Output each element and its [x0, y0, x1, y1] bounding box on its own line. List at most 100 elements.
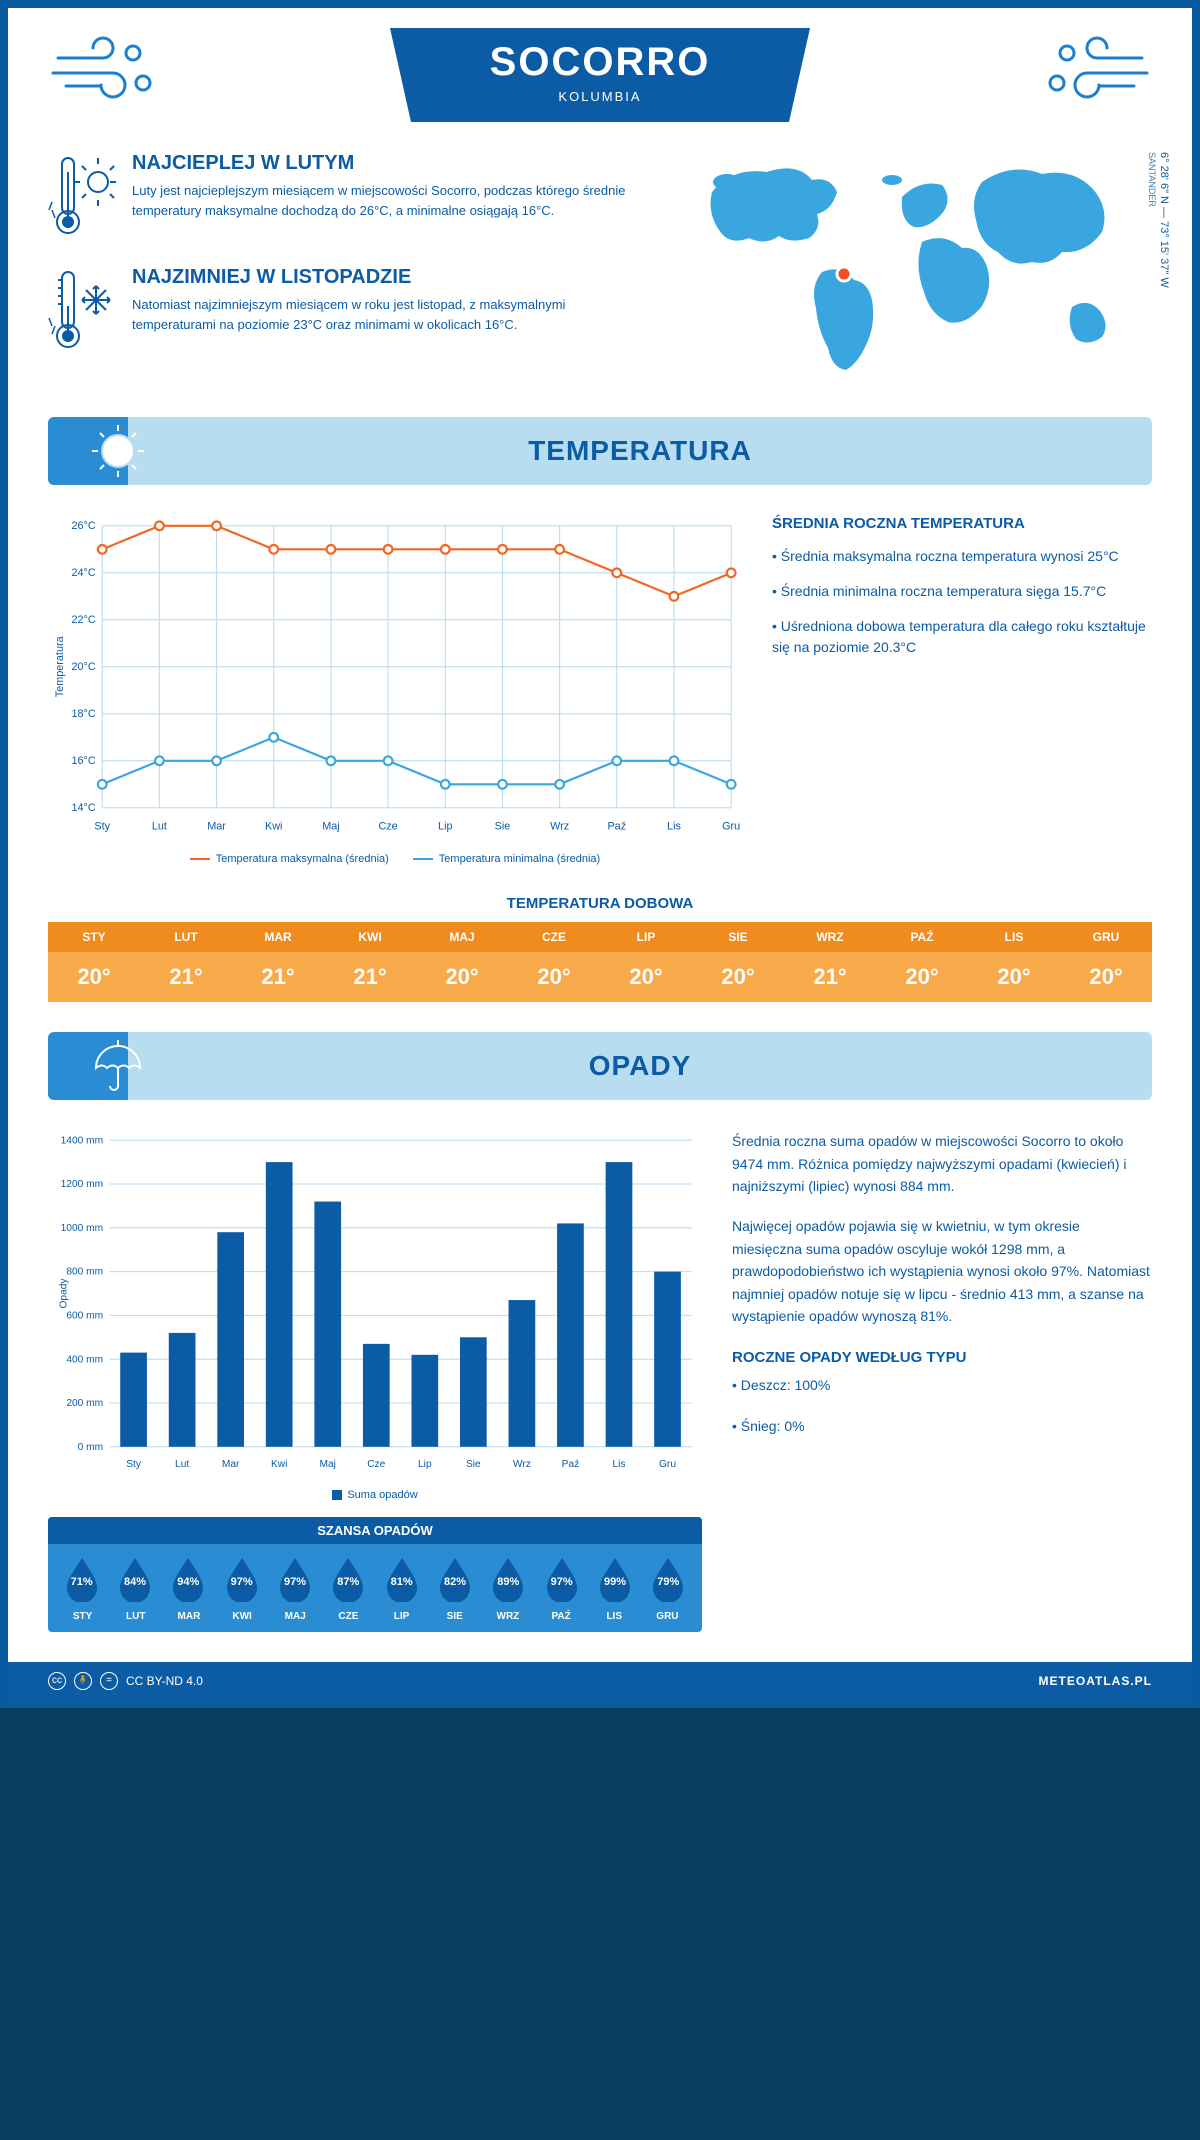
- svg-text:Kwi: Kwi: [265, 820, 282, 832]
- daily-month-header: KWI: [324, 922, 416, 952]
- chance-drop: 94%: [163, 1554, 214, 1607]
- footer: cc 🧍 = CC BY-ND 4.0 METEOATLAS.PL: [8, 1662, 1192, 1700]
- chance-drop: 79%: [643, 1554, 694, 1607]
- chance-drop: 89%: [483, 1554, 534, 1607]
- daily-month-header: MAJ: [416, 922, 508, 952]
- svg-text:Sty: Sty: [94, 820, 110, 832]
- chance-month-label: LUT: [109, 1611, 162, 1622]
- daily-month-header: SIE: [692, 922, 784, 952]
- daily-month-header: LIS: [968, 922, 1060, 952]
- svg-text:18°C: 18°C: [72, 708, 96, 720]
- infographic-page: SOCORRO KOLUMBIA: [0, 0, 1200, 1708]
- wind-icon-left: [48, 28, 168, 108]
- world-map-svg: [672, 152, 1152, 382]
- svg-text:Maj: Maj: [320, 1460, 336, 1471]
- svg-text:Paź: Paź: [562, 1460, 580, 1471]
- svg-text:Maj: Maj: [322, 820, 339, 832]
- svg-text:14°C: 14°C: [72, 802, 96, 814]
- svg-text:Sie: Sie: [466, 1460, 481, 1471]
- daily-month-header: GRU: [1060, 922, 1152, 952]
- daily-temp-value: 21°: [784, 952, 876, 1002]
- warmest-title: NAJCIEPLEJ W LUTYM: [132, 152, 642, 175]
- chance-month-label: SIE: [428, 1611, 481, 1622]
- daily-month-header: CZE: [508, 922, 600, 952]
- chance-percent: 87%: [323, 1576, 374, 1588]
- svg-text:Cze: Cze: [378, 820, 397, 832]
- precipitation-notes: Średnia roczna suma opadów w miejscowośc…: [732, 1130, 1152, 1631]
- daily-temperature-table: STYLUTMARKWIMAJCZELIPSIEWRZPAŹLISGRU20°2…: [48, 922, 1152, 1002]
- svg-text:Sie: Sie: [495, 820, 511, 832]
- precipitation-section-header: OPADY: [48, 1032, 1152, 1100]
- chance-percent: 97%: [536, 1576, 587, 1588]
- daily-temp-value: 20°: [48, 952, 140, 1002]
- location-marker: [837, 267, 851, 281]
- city-name: SOCORRO: [470, 40, 730, 85]
- svg-text:Mar: Mar: [207, 820, 226, 832]
- svg-text:Wrz: Wrz: [513, 1460, 531, 1471]
- svg-text:26°C: 26°C: [72, 520, 96, 532]
- daily-month-header: LUT: [140, 922, 232, 952]
- precip-text-2: Najwięcej opadów pojawia się w kwietniu,…: [732, 1215, 1152, 1327]
- chance-percent: 82%: [429, 1576, 480, 1588]
- chance-percent: 89%: [483, 1576, 534, 1588]
- chance-drop: 71%: [56, 1554, 107, 1607]
- daily-temp-value: 20°: [692, 952, 784, 1002]
- wind-icon-right: [1032, 28, 1152, 108]
- chance-drop: 97%: [536, 1554, 587, 1607]
- intro-section: NAJCIEPLEJ W LUTYM Luty jest najcieplejs…: [8, 122, 1192, 407]
- svg-text:Lip: Lip: [418, 1460, 432, 1471]
- svg-text:1400 mm: 1400 mm: [61, 1136, 104, 1147]
- chance-drop: 84%: [109, 1554, 160, 1607]
- svg-text:Lut: Lut: [152, 820, 167, 832]
- brand-text: METEOATLAS.PL: [1039, 1674, 1152, 1688]
- coldest-block: NAJZIMNIEJ W LISTOPADZIE Natomiast najzi…: [48, 266, 642, 356]
- legend-min-label: Temperatura minimalna (średnia): [439, 853, 600, 865]
- daily-temp-value: 20°: [508, 952, 600, 1002]
- chance-month-label: KWI: [216, 1611, 269, 1622]
- chance-month-label: MAJ: [269, 1611, 322, 1622]
- precip-by-type-title: ROCZNE OPADY WEDŁUG TYPU: [732, 1349, 1152, 1366]
- precipitation-title: OPADY: [128, 1050, 1152, 1082]
- precipitation-bar-chart: 0 mm200 mm400 mm600 mm800 mm1000 mm1200 …: [48, 1130, 702, 1500]
- svg-text:Gru: Gru: [659, 1460, 676, 1471]
- chance-month-label: WRZ: [481, 1611, 534, 1622]
- country-name: KOLUMBIA: [470, 89, 730, 104]
- header: SOCORRO KOLUMBIA: [8, 8, 1192, 122]
- thermometer-sun-icon: [48, 152, 118, 242]
- svg-text:Sty: Sty: [126, 1460, 142, 1471]
- svg-text:Cze: Cze: [367, 1460, 385, 1471]
- chance-drop: 81%: [376, 1554, 427, 1607]
- precip-legend-label: Suma opadów: [347, 1489, 417, 1501]
- svg-text:Wrz: Wrz: [550, 820, 569, 832]
- by-icon: 🧍: [74, 1672, 92, 1690]
- svg-text:Lut: Lut: [175, 1460, 189, 1471]
- svg-text:Lip: Lip: [438, 820, 452, 832]
- precipitation-chance-box: SZANSA OPADÓW 71% 84% 94% 97% 97% 87% 81…: [48, 1517, 702, 1632]
- chance-month-label: STY: [56, 1611, 109, 1622]
- daily-temp-value: 21°: [140, 952, 232, 1002]
- chance-month-label: LIP: [375, 1611, 428, 1622]
- chance-percent: 94%: [163, 1576, 214, 1588]
- svg-text:Paź: Paź: [607, 820, 626, 832]
- svg-text:200 mm: 200 mm: [66, 1398, 103, 1409]
- temperature-legend: Temperatura maksymalna (średnia) Tempera…: [48, 853, 742, 865]
- chance-drop: 99%: [589, 1554, 640, 1607]
- coldest-text: Natomiast najzimniejszym miesiącem w rok…: [132, 295, 642, 334]
- chance-drop: 97%: [216, 1554, 267, 1607]
- chance-month-label: PAŹ: [535, 1611, 588, 1622]
- daily-temp-value: 20°: [968, 952, 1060, 1002]
- svg-text:0 mm: 0 mm: [78, 1442, 104, 1453]
- daily-month-header: PAŹ: [876, 922, 968, 952]
- cc-icon: cc: [48, 1672, 66, 1690]
- chance-percent: 99%: [589, 1576, 640, 1588]
- daily-month-header: MAR: [232, 922, 324, 952]
- chance-drop: 82%: [429, 1554, 480, 1607]
- chance-percent: 97%: [269, 1576, 320, 1588]
- chance-percent: 79%: [643, 1576, 694, 1588]
- svg-text:400 mm: 400 mm: [66, 1355, 103, 1366]
- title-banner: SOCORRO KOLUMBIA: [390, 28, 810, 122]
- license-text: CC BY-ND 4.0: [126, 1674, 203, 1688]
- svg-text:16°C: 16°C: [72, 755, 96, 767]
- license-block: cc 🧍 = CC BY-ND 4.0: [48, 1672, 203, 1690]
- coldest-title: NAJZIMNIEJ W LISTOPADZIE: [132, 266, 642, 289]
